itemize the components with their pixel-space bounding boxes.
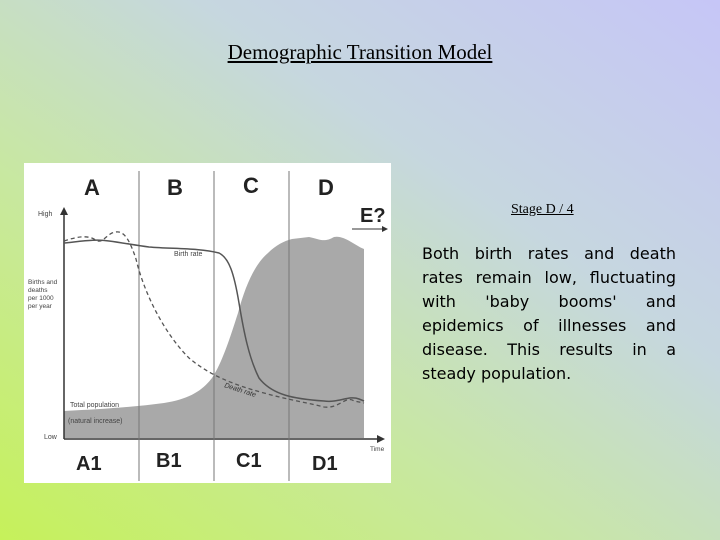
stage-label-d1: D1 xyxy=(312,453,338,475)
natural-increase-label: (natural increase) xyxy=(68,418,122,425)
y-axis-arrow xyxy=(60,207,68,215)
stage-label-a: A xyxy=(84,175,100,200)
stage-e-arrow-head xyxy=(382,226,388,232)
demographic-transition-diagram: A B C D E? A1 B1 C1 D1 High Low Births a… xyxy=(24,163,391,483)
stage-heading: Stage D / 4 xyxy=(511,202,574,217)
slide-title: Demographic Transition Model xyxy=(227,40,493,64)
stage-description: Both birth rates and death rates remain … xyxy=(422,244,676,383)
stage-label-b1: B1 xyxy=(156,450,182,472)
stage-label-b: B xyxy=(167,175,183,200)
y-low-label: Low xyxy=(44,434,58,441)
birth-rate-line xyxy=(63,239,365,403)
stage-label-e: E? xyxy=(360,205,386,227)
birth-rate-label: Birth rate xyxy=(174,251,203,258)
y-axis-label-line-4: per year xyxy=(28,303,53,310)
stage-label-d: D xyxy=(318,175,334,200)
diagram-canvas: A B C D E? A1 B1 C1 D1 High Low Births a… xyxy=(28,171,388,481)
y-axis-label-line-1: Births and xyxy=(28,279,58,286)
x-axis-arrow xyxy=(377,435,385,443)
y-axis-label-line-3: per 1000 xyxy=(28,295,54,302)
stage-label-c: C xyxy=(243,173,259,198)
x-axis-label: Time xyxy=(370,446,385,453)
y-high-label: High xyxy=(38,211,53,218)
y-axis-label-line-2: deaths xyxy=(28,287,48,294)
total-population-label: Total population xyxy=(70,402,119,409)
stage-label-c1: C1 xyxy=(236,450,262,472)
death-rate-line xyxy=(63,231,365,408)
stage-label-a1: A1 xyxy=(76,453,102,475)
